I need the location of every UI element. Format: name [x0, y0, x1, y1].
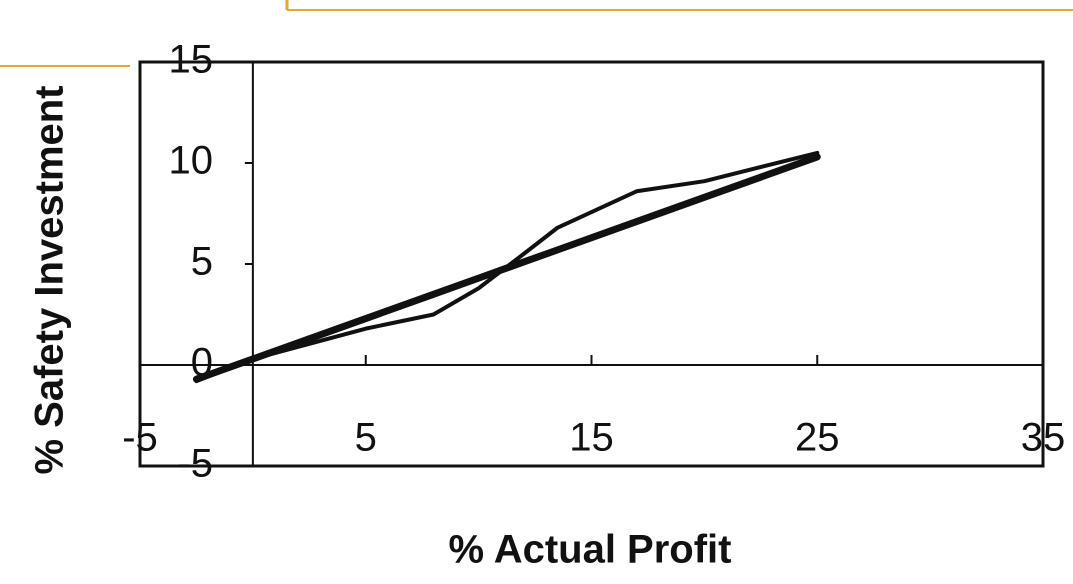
- y-axis-title: % Safety Investment: [28, 85, 72, 474]
- x-axis-title: % Actual Profit: [449, 528, 732, 572]
- x-tick-label: 15: [569, 416, 614, 460]
- x-tick-label: -5: [122, 416, 158, 460]
- plot-frame: [138, 60, 1045, 468]
- x-tick-label: 25: [795, 416, 840, 460]
- x-tick-label: 35: [1021, 416, 1066, 460]
- y-tick-label: 15: [169, 38, 214, 82]
- x-tick-label: 5: [355, 416, 377, 460]
- y-tick-label: 5: [191, 240, 213, 284]
- y-tick-label: -5: [177, 442, 213, 486]
- y-tick-label: 10: [169, 139, 214, 183]
- data-line: [192, 153, 821, 383]
